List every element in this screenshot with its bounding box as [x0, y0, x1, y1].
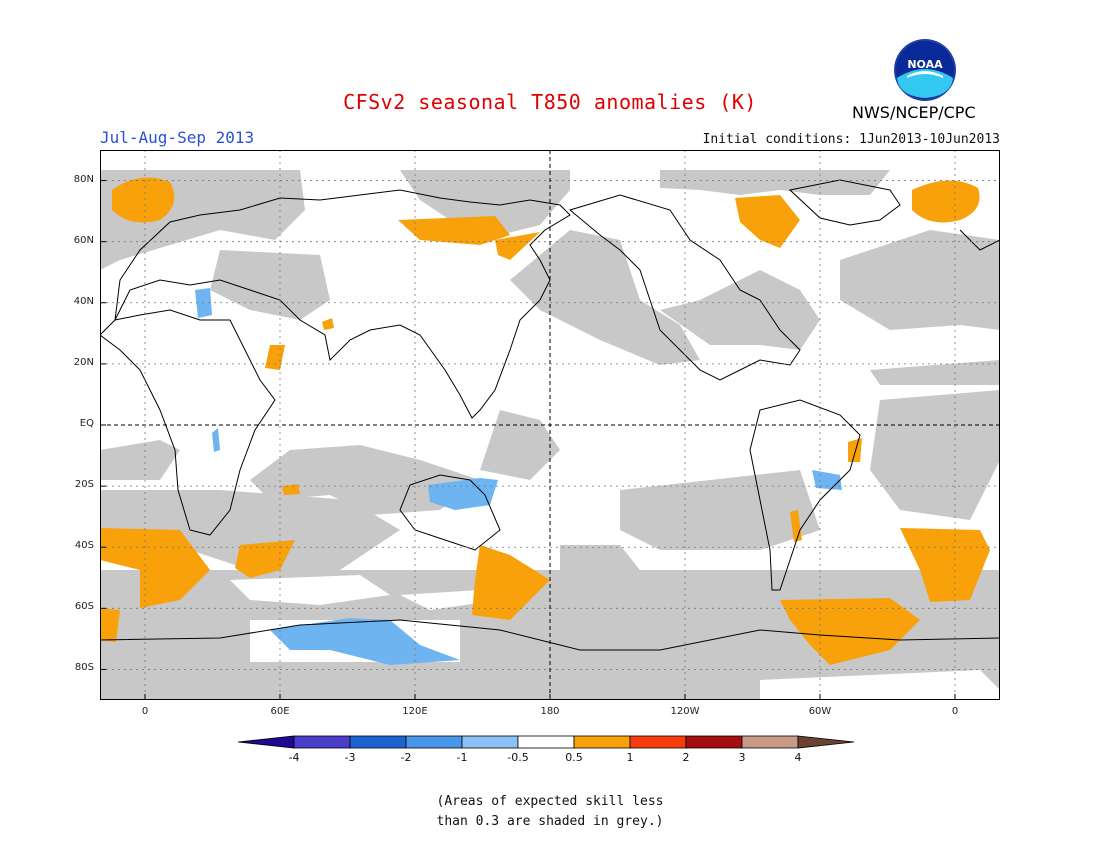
colorbar-swatch — [405, 735, 463, 749]
coastline — [788, 179, 901, 226]
warm-anomaly — [495, 232, 540, 260]
warm-anomaly — [472, 545, 550, 620]
colorbar-swatch — [685, 735, 743, 749]
cool-anomaly-areas — [195, 288, 842, 665]
colorbar-label: -1 — [456, 751, 468, 764]
colorbar-label: 3 — [738, 751, 746, 764]
coastlines — [100, 179, 1000, 651]
colorbar-label: -2 — [400, 751, 412, 764]
latitude-label: 80S — [74, 662, 94, 674]
warm-anomaly — [100, 528, 210, 608]
latitude-label: 20N — [73, 356, 94, 368]
grey-region — [560, 545, 640, 570]
latitude-label: 20S — [74, 479, 94, 491]
warm-anomaly-areas — [100, 177, 990, 665]
latitude-label: 80N — [73, 173, 94, 185]
coastline — [568, 194, 801, 381]
grey-region — [620, 470, 820, 550]
colorbar-swatch — [741, 735, 799, 749]
longitude-label: 0 — [951, 706, 959, 717]
grey-region — [250, 445, 480, 515]
colorbar-swatch — [461, 735, 519, 749]
cool-anomaly — [212, 428, 220, 452]
grey-region — [100, 440, 180, 480]
grey-region — [870, 390, 1000, 520]
white-region — [230, 575, 390, 605]
latitude-label: 60S — [74, 601, 94, 613]
longitude-label: 60W — [808, 706, 832, 717]
coastline — [959, 229, 1000, 251]
coastline — [749, 399, 861, 591]
colorbar-swatches — [238, 735, 855, 749]
warm-anomaly — [235, 540, 295, 578]
warm-anomaly — [900, 528, 990, 602]
footnote-line-2: than 0.3 are shaded in grey.) — [436, 814, 664, 829]
grey-region — [660, 170, 890, 195]
grey-region — [400, 170, 570, 235]
cool-anomaly — [270, 618, 460, 665]
colorbar-arrow-left — [238, 735, 295, 749]
colorbar-swatch — [517, 735, 575, 749]
colorbar-swatch — [629, 735, 687, 749]
colorbar-label: -3 — [344, 751, 356, 764]
latitude-label: EQ — [79, 418, 94, 429]
warm-anomaly — [112, 177, 175, 223]
colorbar-arrow-right — [797, 735, 855, 749]
warm-anomaly — [282, 484, 300, 495]
season-label: Jul-Aug-Sep 2013 — [100, 128, 255, 147]
coastline — [399, 474, 501, 551]
colorbar-label: -4 — [288, 751, 300, 764]
longitude-label: 0 — [141, 706, 149, 717]
grey-region — [870, 360, 1000, 385]
colorbar-label: -0.5 — [507, 751, 529, 764]
longitude-label: 60E — [270, 706, 290, 717]
colorbar — [238, 735, 855, 749]
latitude-label: 40N — [73, 295, 94, 307]
grid-lines — [100, 150, 1000, 700]
colorbar-swatch — [349, 735, 407, 749]
colorbar-swatch — [293, 735, 351, 749]
colorbar-swatch — [573, 735, 631, 749]
agency-label: NWS/NCEP/CPC — [852, 103, 976, 122]
colorbar-label: 4 — [794, 751, 802, 764]
colorbar-label: 0.5 — [565, 751, 583, 764]
longitude-label: 120E — [402, 706, 428, 717]
anomaly-map — [100, 150, 1000, 700]
noaa-logo-text: NOAA — [907, 58, 943, 71]
warm-anomaly — [780, 598, 920, 665]
colorbar-label: 2 — [682, 751, 690, 764]
initial-conditions-label: Initial conditions: 1Jun2013-10Jun2013 — [702, 132, 1000, 147]
warm-anomaly — [398, 216, 510, 245]
longitude-label: 120W — [670, 706, 700, 717]
colorbar-label: 1 — [626, 751, 634, 764]
warm-anomaly — [848, 438, 862, 462]
grey-region — [100, 490, 400, 570]
white-region — [760, 670, 1000, 700]
coastline — [100, 309, 276, 536]
coastline — [114, 189, 571, 419]
grey-region — [480, 410, 560, 480]
coastline — [100, 619, 1000, 651]
longitude-label: 180 — [540, 706, 560, 717]
noaa-logo-gull — [907, 71, 943, 78]
warm-anomaly — [912, 180, 980, 223]
latitude-label: 40S — [74, 540, 94, 552]
noaa-logo: NOAA — [894, 39, 956, 101]
warm-anomaly — [100, 608, 120, 642]
warm-anomaly — [322, 318, 334, 330]
footnote-line-1: (Areas of expected skill less — [436, 794, 664, 809]
latitude-label: 60N — [73, 234, 94, 246]
grey-region — [840, 230, 1000, 330]
warm-anomaly — [735, 195, 800, 248]
grey-region — [510, 230, 700, 365]
chart-title: CFSv2 seasonal T850 anomalies (K) — [343, 90, 757, 114]
cool-anomaly — [428, 478, 498, 510]
skill-footnote: (Areas of expected skill less than 0.3 a… — [0, 792, 1100, 832]
